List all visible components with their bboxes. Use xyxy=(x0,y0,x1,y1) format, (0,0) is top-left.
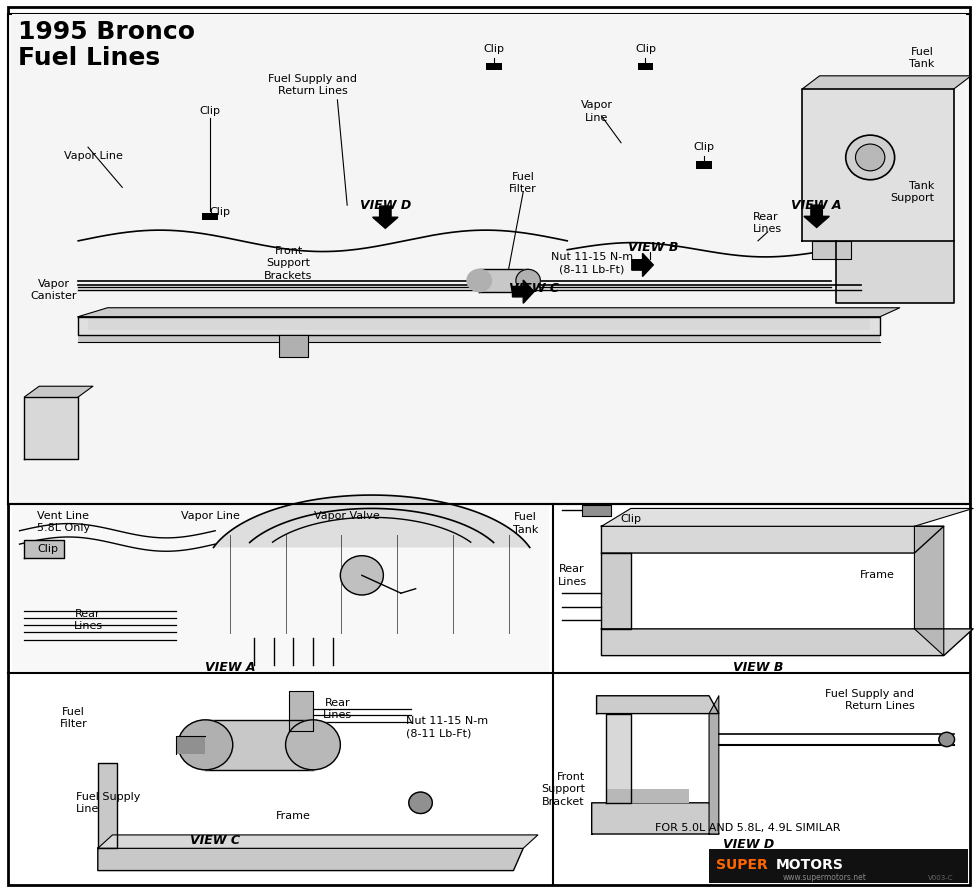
Polygon shape xyxy=(601,526,943,553)
Polygon shape xyxy=(512,280,533,303)
Text: Frame: Frame xyxy=(276,811,311,822)
Text: Vapor
Line: Vapor Line xyxy=(580,100,612,123)
Text: Fuel Supply and
Return Lines: Fuel Supply and Return Lines xyxy=(825,689,913,712)
Polygon shape xyxy=(801,89,953,241)
Text: Vapor Valve: Vapor Valve xyxy=(314,510,380,521)
Circle shape xyxy=(466,269,490,292)
Polygon shape xyxy=(213,495,530,548)
Polygon shape xyxy=(78,317,879,334)
Text: Clip: Clip xyxy=(37,543,58,554)
Text: VIEW D: VIEW D xyxy=(722,838,773,851)
Polygon shape xyxy=(708,696,718,834)
Text: FOR 5.0L AND 5.8L, 4.9L SIMILAR: FOR 5.0L AND 5.8L, 4.9L SIMILAR xyxy=(655,822,840,833)
Circle shape xyxy=(285,720,340,770)
Polygon shape xyxy=(486,63,501,70)
Text: Vapor
Canister: Vapor Canister xyxy=(30,278,77,301)
Text: Nut 11-15 N-m
(8-11 Lb-Ft): Nut 11-15 N-m (8-11 Lb-Ft) xyxy=(550,252,632,275)
Polygon shape xyxy=(606,789,689,803)
Polygon shape xyxy=(78,334,879,342)
Polygon shape xyxy=(601,553,630,629)
Circle shape xyxy=(408,792,432,814)
Polygon shape xyxy=(479,269,528,292)
Text: Front
Support
Brackets: Front Support Brackets xyxy=(264,245,313,281)
Polygon shape xyxy=(98,848,523,871)
Text: Rear
Lines: Rear Lines xyxy=(557,564,586,587)
Text: Fuel
Filter: Fuel Filter xyxy=(509,171,536,194)
Polygon shape xyxy=(811,241,850,259)
Bar xyxy=(12,14,965,500)
Polygon shape xyxy=(98,835,537,848)
Text: Clip: Clip xyxy=(199,106,221,117)
Text: Frame: Frame xyxy=(859,570,894,581)
Text: Fuel
Filter: Fuel Filter xyxy=(60,706,87,730)
Polygon shape xyxy=(631,253,653,277)
Polygon shape xyxy=(372,206,398,228)
Text: www.supermotors.net: www.supermotors.net xyxy=(782,873,866,882)
Polygon shape xyxy=(24,540,64,558)
Text: VIEW C: VIEW C xyxy=(508,282,559,294)
Polygon shape xyxy=(581,505,611,516)
Text: Vapor Line: Vapor Line xyxy=(181,510,239,521)
Text: 1995 Bronco: 1995 Bronco xyxy=(18,20,194,44)
Text: Rear
Lines: Rear Lines xyxy=(73,608,103,632)
Text: Front
Support
Bracket: Front Support Bracket xyxy=(540,772,584,807)
Text: VIEW B: VIEW B xyxy=(732,661,783,673)
Text: Fuel Supply and
Return Lines: Fuel Supply and Return Lines xyxy=(268,73,358,96)
Text: VIEW A: VIEW A xyxy=(204,661,255,673)
Text: Fuel Supply
Line: Fuel Supply Line xyxy=(76,791,141,814)
Text: Clip: Clip xyxy=(634,44,656,54)
Text: VIEW D: VIEW D xyxy=(360,199,410,211)
Polygon shape xyxy=(591,803,718,834)
Polygon shape xyxy=(801,76,970,89)
Text: Vent Line
5.8L Only: Vent Line 5.8L Only xyxy=(37,510,90,533)
Text: MOTORS: MOTORS xyxy=(775,858,842,872)
Circle shape xyxy=(340,556,383,595)
Polygon shape xyxy=(637,63,653,70)
Polygon shape xyxy=(278,334,308,357)
Polygon shape xyxy=(913,526,943,656)
Polygon shape xyxy=(696,161,711,169)
Text: Rear
Lines: Rear Lines xyxy=(752,211,782,235)
Text: Clip: Clip xyxy=(209,207,231,218)
Polygon shape xyxy=(601,508,972,526)
Text: Nut 11-15 N-m
(8-11 Lb-Ft): Nut 11-15 N-m (8-11 Lb-Ft) xyxy=(405,715,488,739)
Circle shape xyxy=(516,269,540,292)
Text: Tank
Support: Tank Support xyxy=(889,180,933,203)
Text: V003-C: V003-C xyxy=(927,875,953,881)
Text: Fuel
Tank: Fuel Tank xyxy=(513,512,538,535)
Text: VIEW B: VIEW B xyxy=(627,241,678,253)
Circle shape xyxy=(178,720,233,770)
Circle shape xyxy=(855,144,884,171)
Polygon shape xyxy=(606,714,630,803)
Polygon shape xyxy=(288,691,313,731)
Polygon shape xyxy=(24,397,78,459)
Polygon shape xyxy=(78,308,899,317)
Text: Rear
Lines: Rear Lines xyxy=(322,698,352,721)
Text: Fuel Lines: Fuel Lines xyxy=(18,46,159,70)
Polygon shape xyxy=(601,629,972,656)
Polygon shape xyxy=(202,213,218,220)
Bar xyxy=(12,506,548,672)
Polygon shape xyxy=(24,386,93,397)
Polygon shape xyxy=(596,696,718,714)
Text: Fuel
Tank: Fuel Tank xyxy=(908,46,933,70)
Polygon shape xyxy=(98,763,117,848)
Text: VIEW A: VIEW A xyxy=(790,199,841,211)
Text: Clip: Clip xyxy=(483,44,504,54)
Circle shape xyxy=(845,136,894,179)
Polygon shape xyxy=(205,720,313,770)
Text: Clip: Clip xyxy=(693,142,714,153)
Circle shape xyxy=(938,732,954,747)
Polygon shape xyxy=(803,205,828,227)
Text: SUPER: SUPER xyxy=(715,858,767,872)
Bar xyxy=(708,849,967,883)
Polygon shape xyxy=(176,736,205,754)
Text: Vapor Line: Vapor Line xyxy=(64,151,122,161)
Polygon shape xyxy=(835,241,953,303)
Polygon shape xyxy=(88,317,870,330)
Bar xyxy=(8,14,969,504)
Text: VIEW C: VIEW C xyxy=(190,834,240,847)
Text: Clip: Clip xyxy=(619,514,641,524)
